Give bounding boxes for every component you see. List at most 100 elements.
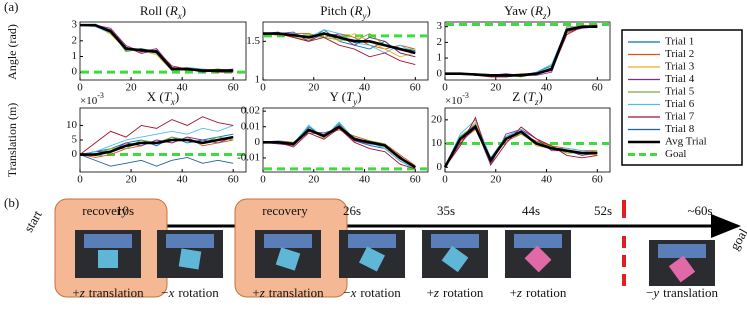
action-axis: z bbox=[516, 285, 522, 300]
trial-line bbox=[263, 127, 416, 170]
chart-title: Y (Ty) bbox=[329, 89, 361, 107]
y-tick-label: 5 bbox=[72, 134, 78, 146]
title-part: z bbox=[542, 11, 547, 21]
x-tick-label: 60 bbox=[228, 82, 240, 94]
action-axis: z bbox=[259, 285, 265, 300]
y-tick-label: 0 bbox=[437, 161, 443, 173]
y-axis-label: Angle (rad) bbox=[5, 24, 19, 80]
action-label: +z rotation bbox=[510, 285, 567, 300]
avg-line bbox=[445, 25, 598, 77]
action-text: translation bbox=[89, 285, 144, 300]
x-tick-label: 60 bbox=[228, 174, 240, 186]
trial-line bbox=[444, 119, 598, 168]
action-sign: + bbox=[510, 285, 517, 300]
panel-label: (a) bbox=[4, 0, 18, 14]
title-part: x bbox=[177, 11, 182, 21]
action-label: −x rotation bbox=[161, 285, 219, 300]
x-tick-label: 60 bbox=[592, 82, 604, 94]
trial-line bbox=[79, 125, 234, 155]
x-tick-label: 40 bbox=[541, 82, 553, 94]
y-axis-label: Translation (m) bbox=[5, 103, 19, 178]
trial-line bbox=[80, 24, 234, 72]
x-tick-label: 0 bbox=[260, 174, 266, 186]
panel-label: (b) bbox=[4, 195, 19, 210]
title-part: Y ( bbox=[329, 89, 346, 104]
x-tick-label: 20 bbox=[490, 82, 502, 94]
avg-line bbox=[263, 125, 416, 169]
recovery-label: recovery bbox=[262, 203, 308, 218]
action-text: rotation bbox=[360, 285, 401, 300]
trial-line bbox=[263, 124, 416, 168]
action-axis: z bbox=[79, 285, 85, 300]
action-sign: − bbox=[646, 285, 653, 300]
legend-label: Avg Trial bbox=[665, 136, 707, 148]
action-text: rotation bbox=[443, 285, 484, 300]
legend-label: Trial 5 bbox=[665, 86, 695, 98]
title-part: T bbox=[528, 89, 536, 104]
trial-line bbox=[445, 26, 598, 76]
photo-cube bbox=[359, 246, 385, 272]
action-axis: z bbox=[433, 285, 439, 300]
y-tick-label: 0 bbox=[72, 148, 78, 160]
action-text: translation bbox=[269, 285, 324, 300]
x-tick-label: 40 bbox=[359, 174, 371, 186]
legend-label: Trial 2 bbox=[665, 48, 694, 60]
trial-line bbox=[80, 24, 234, 73]
photo-gripper bbox=[84, 234, 132, 248]
y-tick-label: 0.02 bbox=[241, 105, 260, 117]
time-label: ~60s bbox=[687, 203, 712, 218]
y-tick-label: 2 bbox=[437, 36, 443, 48]
trial-line bbox=[262, 127, 416, 170]
plot-frame bbox=[444, 107, 611, 173]
action-sign: + bbox=[72, 285, 79, 300]
x-tick-label: 0 bbox=[260, 82, 266, 94]
title-part: z bbox=[534, 97, 539, 107]
trial-line bbox=[444, 123, 598, 168]
title-part: T bbox=[164, 89, 172, 104]
y-tick-label: 0 bbox=[255, 136, 261, 148]
photo-gripper bbox=[431, 234, 479, 248]
title-part: ) bbox=[538, 89, 542, 104]
photo-cube bbox=[178, 248, 202, 270]
x-tick-label: 60 bbox=[410, 82, 422, 94]
photo-cube bbox=[441, 245, 469, 273]
title-part: R bbox=[354, 3, 363, 18]
action-axis: y bbox=[651, 285, 659, 300]
title-part: X ( bbox=[147, 89, 164, 104]
y-tick-label: 2 bbox=[72, 34, 78, 46]
action-label: −x rotation bbox=[343, 285, 401, 300]
action-label: −y translation bbox=[646, 285, 719, 300]
trial-line bbox=[445, 24, 598, 76]
start-label: start bbox=[21, 207, 45, 234]
action-axis: x bbox=[350, 285, 357, 300]
x-tick-label: 20 bbox=[490, 174, 502, 186]
title-part: R bbox=[534, 3, 543, 18]
y-tick-label: 1 bbox=[437, 52, 443, 64]
y-tick-label: 0.01 bbox=[241, 120, 260, 132]
x-tick-label: 20 bbox=[308, 174, 320, 186]
y-tick-label: 1.5 bbox=[246, 35, 260, 47]
x-tick-label: 20 bbox=[126, 82, 138, 94]
chart-title: Z (Tz) bbox=[512, 89, 543, 107]
trial-line bbox=[262, 129, 416, 167]
y-tick-label: 10 bbox=[431, 137, 443, 149]
title-part: ) bbox=[182, 3, 186, 18]
trial-line bbox=[79, 24, 234, 72]
scale-note: ×10-3 bbox=[445, 91, 469, 106]
title-part: Yaw ( bbox=[504, 3, 535, 18]
avg-line bbox=[80, 135, 234, 156]
chart-title: Yaw (Rz) bbox=[504, 3, 551, 21]
action-text: rotation bbox=[526, 285, 567, 300]
photo-gripper bbox=[514, 234, 562, 248]
trial-line bbox=[262, 121, 416, 170]
x-tick-label: 0 bbox=[77, 82, 83, 94]
x-tick-label: 40 bbox=[359, 82, 371, 94]
title-part: ) bbox=[357, 89, 361, 104]
action-text: rotation bbox=[178, 285, 219, 300]
scale-part: -3 bbox=[462, 91, 469, 100]
trial-line bbox=[445, 26, 598, 78]
x-tick-label: 0 bbox=[442, 174, 448, 186]
trial-line bbox=[445, 26, 598, 76]
action-label: +z translation bbox=[72, 285, 144, 300]
